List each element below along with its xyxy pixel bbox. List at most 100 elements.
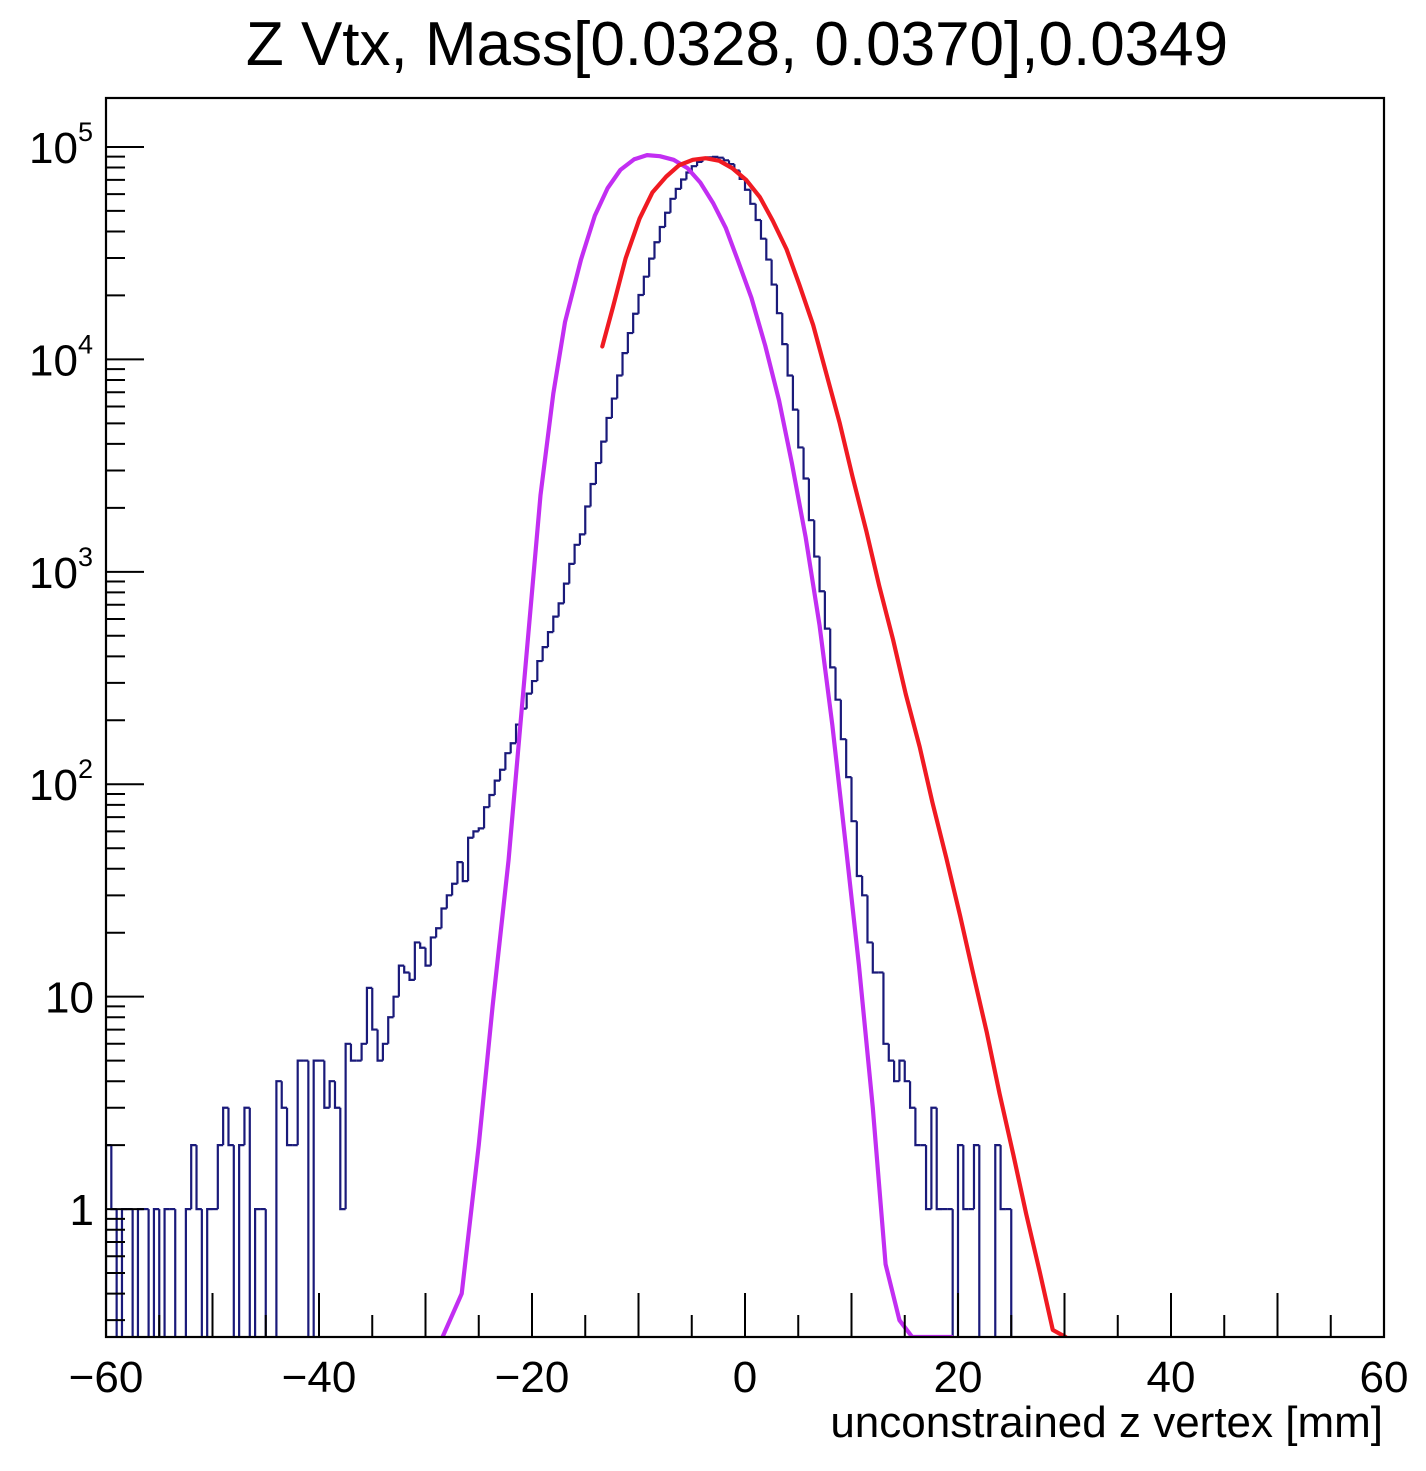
histogram-bin	[978, 1145, 981, 1337]
histogram-bin	[264, 1209, 267, 1337]
histogram-bin	[147, 1209, 150, 1337]
histogram-bin	[781, 313, 788, 346]
histogram-bin	[339, 1107, 346, 1211]
histogram-bin	[413, 941, 421, 980]
histogram-bin	[845, 739, 852, 779]
histogram-bin	[493, 779, 501, 795]
histogram-bin	[504, 752, 511, 770]
histogram-bin	[855, 821, 863, 878]
histogram-bin	[818, 556, 825, 593]
histogram-bin	[254, 1208, 261, 1337]
y-tick-label-base: 10	[29, 124, 78, 173]
histogram-bin	[429, 936, 437, 966]
histogram-bin	[333, 1081, 341, 1109]
histogram-bin	[711, 155, 719, 158]
histogram-bin	[610, 397, 618, 418]
x-tick-label: 20	[934, 1353, 983, 1402]
histogram-bin	[557, 602, 564, 617]
histogram-bin	[381, 1042, 389, 1061]
histogram-bin	[296, 1059, 304, 1146]
histogram-bin	[562, 582, 570, 604]
histogram-bin	[669, 197, 676, 213]
histogram-bin	[200, 1209, 203, 1337]
histogram-bin	[376, 1029, 383, 1062]
histogram-bin	[461, 862, 469, 883]
y-tick-label-exponent: 2	[78, 754, 93, 784]
histogram-bin	[360, 1042, 367, 1061]
histogram-bin	[956, 1144, 964, 1337]
histogram-bin	[823, 591, 831, 630]
histogram-bin	[243, 1106, 250, 1146]
histogram-bin	[482, 806, 490, 829]
histogram-bin	[893, 1060, 900, 1083]
histogram-bin	[328, 1080, 335, 1108]
histogram-bin	[722, 157, 730, 162]
histogram-bin	[530, 679, 538, 694]
histogram-bin	[456, 861, 463, 884]
histogram-bin	[232, 1145, 235, 1337]
histogram-bin	[477, 827, 485, 832]
histogram-bin	[866, 895, 873, 944]
histogram-bin	[419, 942, 426, 949]
histogram-bin	[190, 1144, 197, 1210]
histogram-bin	[786, 344, 793, 377]
histogram-bin	[871, 942, 879, 974]
histogram-bin	[392, 995, 399, 1018]
histogram-bin	[546, 631, 554, 648]
histogram-bin	[770, 259, 777, 286]
histogram-bin	[498, 768, 506, 781]
histogram-bin	[664, 211, 671, 227]
histogram-bin	[589, 482, 596, 507]
x-tick-label: −60	[69, 1353, 144, 1402]
histogram-bin	[445, 894, 453, 909]
histogram-bin	[307, 1060, 310, 1337]
histogram-bin	[488, 793, 495, 808]
histogram-bin	[222, 1106, 229, 1146]
histogram-bin	[578, 533, 586, 545]
histogram-bin	[408, 972, 415, 981]
histogram-bin	[924, 1145, 932, 1211]
histogram-bin	[344, 1042, 351, 1210]
y-tick-label-exponent: 3	[78, 542, 93, 572]
x-axis-label: unconstrained z vertex [mm]	[830, 1398, 1383, 1447]
histogram-bin	[930, 1106, 937, 1210]
histogram-bin	[914, 1107, 921, 1147]
histogram-bin	[424, 947, 431, 967]
histogram-bin	[371, 987, 378, 1031]
histogram-bin	[451, 882, 458, 896]
y-tick-label: 10	[45, 974, 94, 1023]
histogram-bin	[908, 1081, 916, 1109]
y-tick-label-base: 10	[45, 974, 94, 1023]
histogram-bin	[765, 238, 772, 261]
histogram-bin	[605, 416, 612, 442]
histogram-bin	[472, 830, 479, 838]
histogram-bin	[887, 1043, 895, 1062]
histogram-bin	[861, 875, 868, 897]
histogram-bin	[509, 742, 517, 754]
histogram-bin	[743, 178, 751, 191]
histogram-bin	[174, 1209, 177, 1337]
fit-curves-layer	[440, 153, 1068, 1337]
histogram-bin	[387, 1016, 394, 1044]
histogram-bin	[216, 1144, 224, 1210]
histogram-bin	[951, 1209, 954, 1337]
y-tick-label: 10 2	[29, 754, 93, 810]
histogram-bin	[195, 1145, 202, 1211]
histogram-bin	[536, 659, 543, 682]
histogram-bin	[621, 352, 628, 376]
histogram-bin	[238, 1144, 245, 1337]
histogram-bin	[541, 646, 548, 662]
x-tick-label: −40	[282, 1353, 357, 1402]
y-tick-label: 10 3	[29, 542, 93, 598]
histogram-bin	[653, 241, 660, 259]
y-tick-label-base: 1	[70, 1186, 94, 1235]
histogram-bin	[312, 1059, 319, 1337]
histogram-bin	[637, 293, 644, 314]
y-tick-label-exponent: 5	[78, 117, 93, 147]
y-tick-label-exponent: 4	[78, 329, 93, 359]
histogram-bin	[775, 284, 783, 315]
histogram-bin	[648, 257, 655, 277]
